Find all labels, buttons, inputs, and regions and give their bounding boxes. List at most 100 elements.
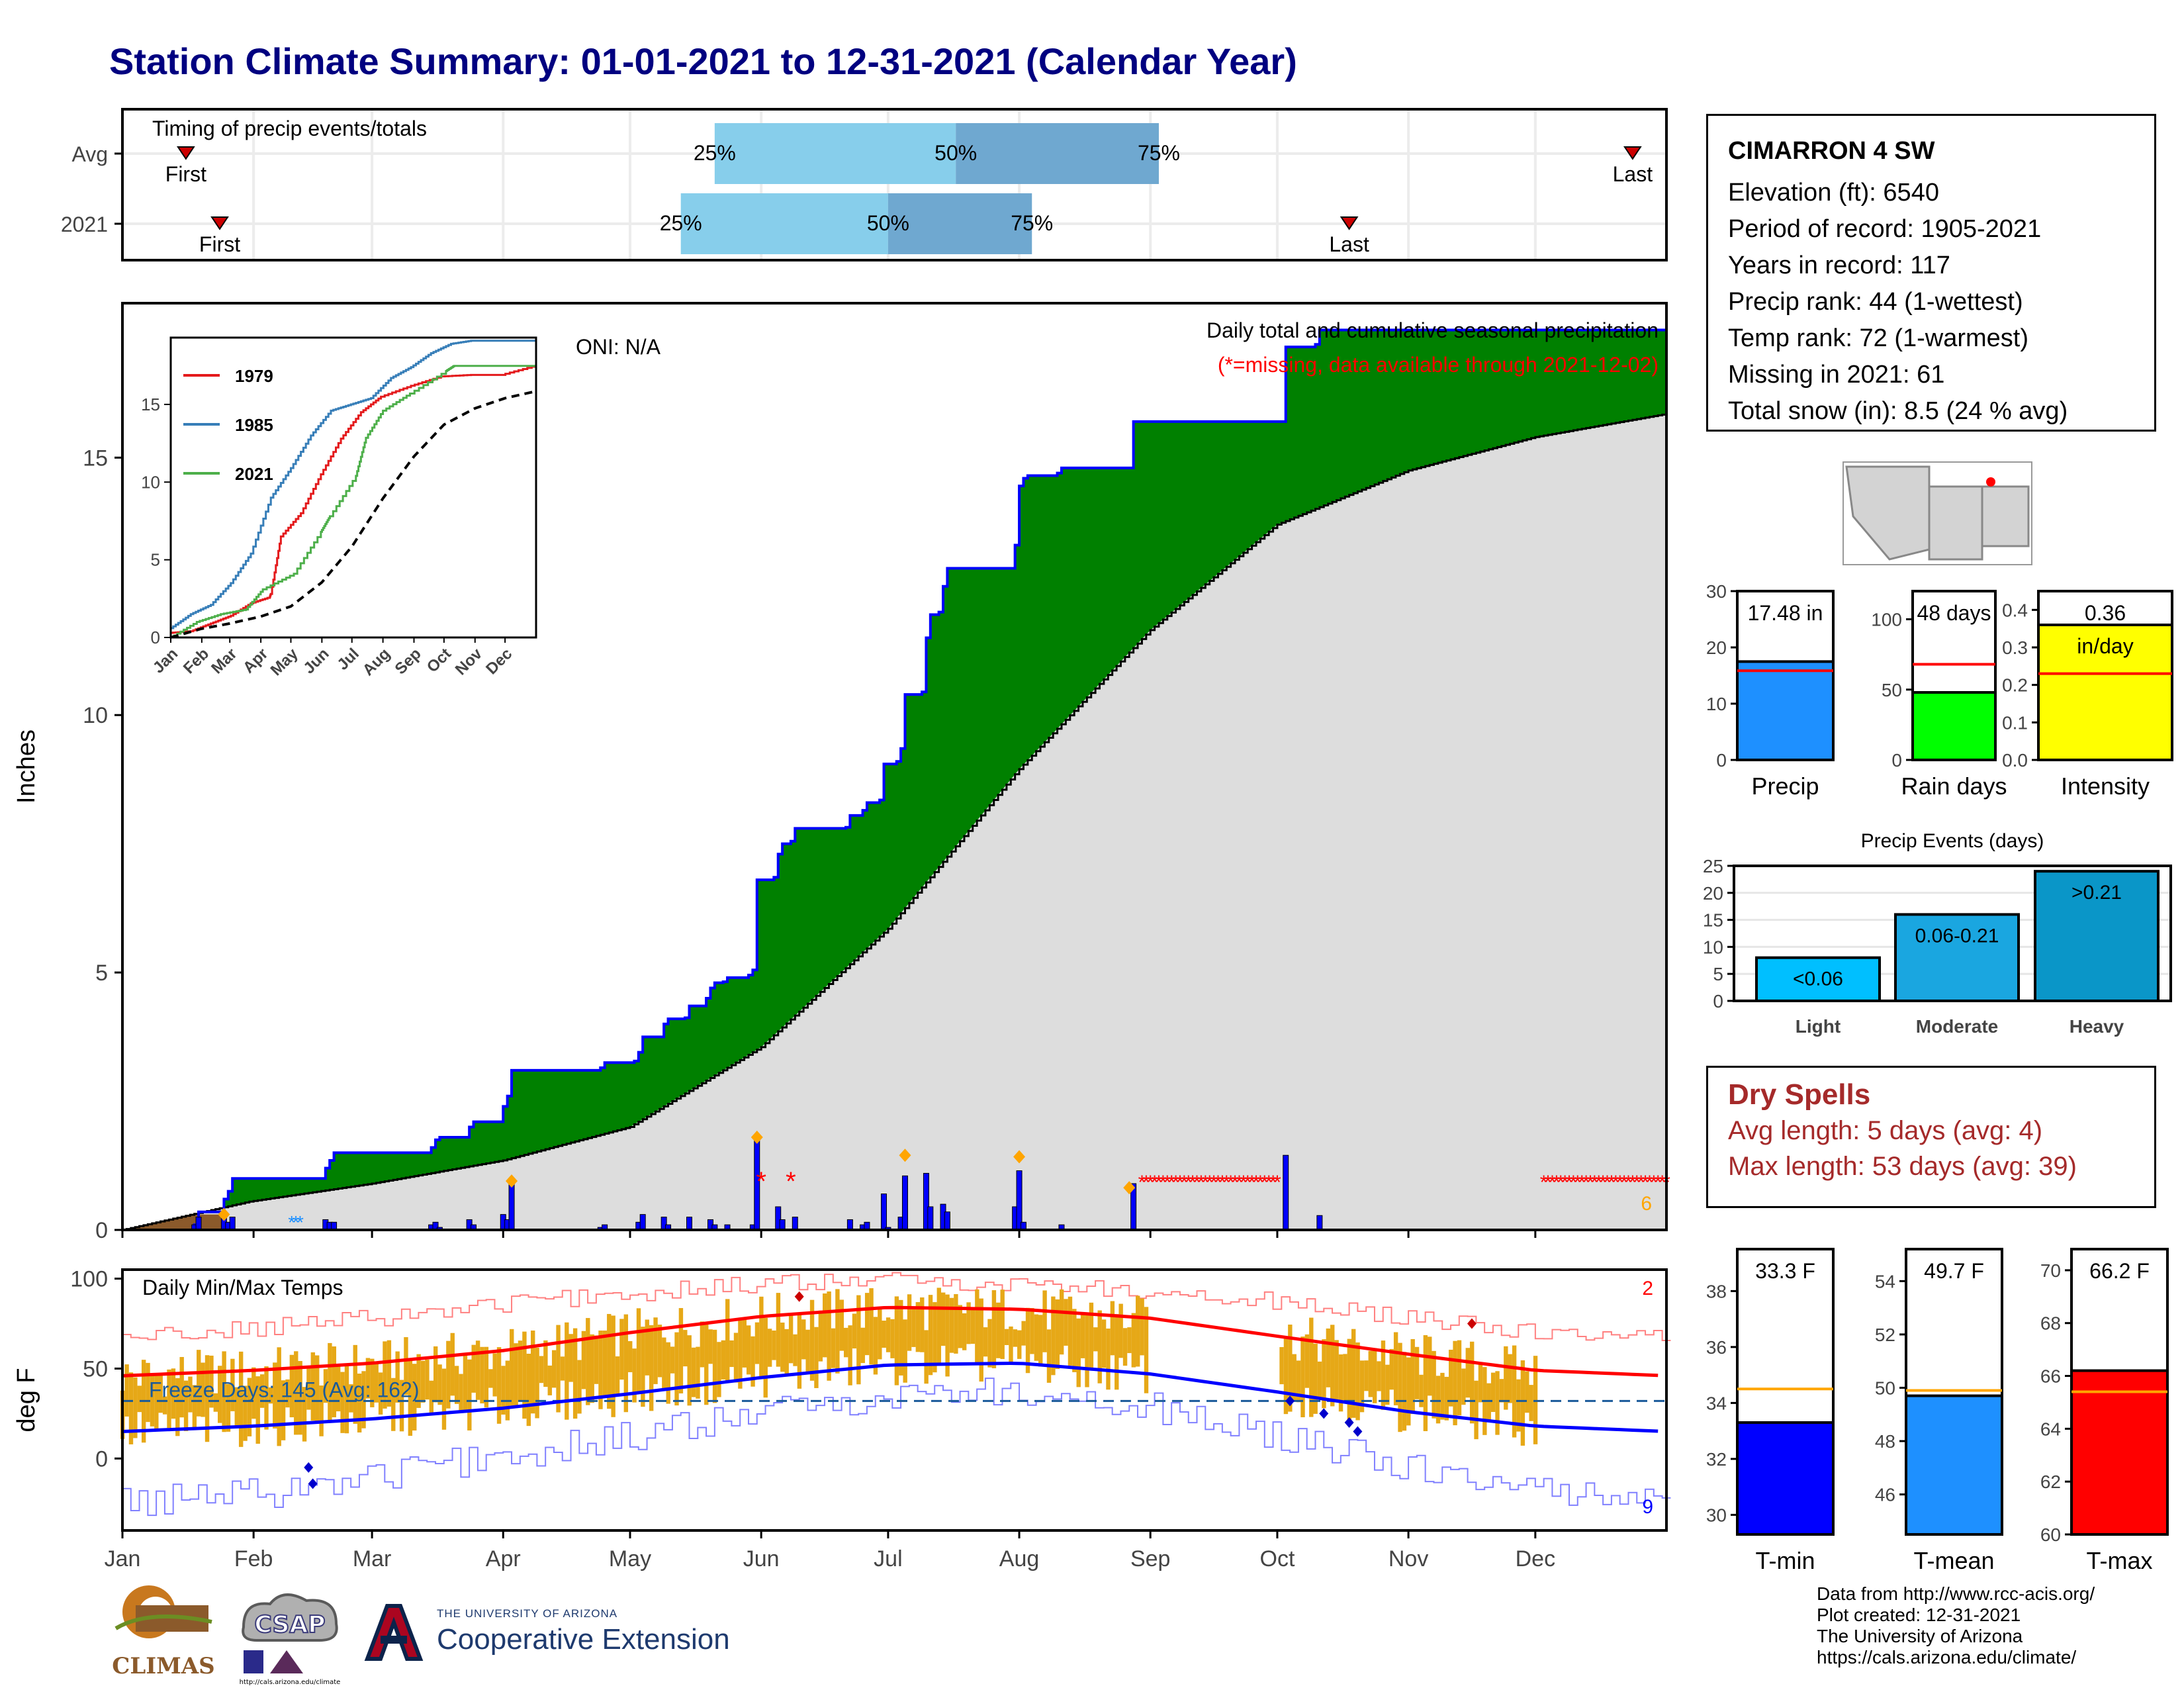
daily-temp-bar — [615, 1356, 620, 1394]
missing-run-marker: * — [1176, 1172, 1184, 1194]
events-y-tick-label: 20 — [1703, 883, 1723, 904]
daily-temp-bar — [687, 1335, 692, 1406]
missing-run-marker: * — [1201, 1172, 1209, 1194]
daily-temp-bar — [958, 1305, 962, 1348]
missing-run-marker: * — [1227, 1172, 1235, 1194]
climas-logo[interactable]: CLIMAS — [109, 1582, 218, 1681]
daily-temp-bar — [746, 1325, 751, 1375]
csap-logo[interactable]: CSAP http://cals.arizona.edu/climate — [230, 1587, 349, 1687]
climas-logo-text: CLIMAS — [112, 1653, 214, 1679]
daily-temp-bar — [1495, 1371, 1500, 1435]
precip-daily-bar — [1283, 1154, 1289, 1231]
daily-temp-bar — [492, 1353, 497, 1397]
daily-temp-bar — [657, 1325, 662, 1378]
daily-temp-bar — [399, 1380, 404, 1432]
avg-max-line — [122, 1305, 1659, 1378]
record-low-marker — [1344, 1417, 1354, 1428]
timing-marker — [1623, 146, 1642, 160]
daily-temp-bar — [1072, 1309, 1077, 1372]
precip-daily-bar — [686, 1217, 692, 1231]
inset-series-line — [170, 390, 537, 639]
precip_total-category-label: Precip — [1751, 773, 1819, 800]
temps-panel-border — [121, 1268, 1668, 1532]
missing-run-marker: * — [1549, 1172, 1557, 1194]
daily-temp-bar — [1085, 1314, 1089, 1387]
daily-temp-bar — [1338, 1354, 1343, 1412]
daily-temp-bar — [484, 1346, 489, 1408]
daily-temp-bar — [572, 1328, 578, 1419]
daily-temp-bar — [899, 1299, 903, 1376]
daily-temp-bar — [298, 1361, 302, 1435]
daily-temp-bar — [1300, 1336, 1305, 1417]
daily-temp-bar — [1288, 1325, 1293, 1412]
record-low-count: 9 — [1642, 1496, 1653, 1518]
daily-temp-bar — [979, 1298, 983, 1382]
daily-temp-bar — [1097, 1310, 1102, 1383]
daily-temp-bar — [408, 1358, 413, 1436]
events-y-tick-label: 5 — [1713, 964, 1723, 984]
month-label: Jan — [105, 1546, 141, 1571]
missing-run-marker: * — [1625, 1172, 1633, 1194]
daily-temp-bar — [1508, 1354, 1512, 1403]
precip-subtitle: (*=missing, data available through 2021-… — [1218, 353, 1659, 377]
daily-temp-bar — [192, 1385, 197, 1430]
daily-temp-bar — [864, 1293, 870, 1356]
missing-run-marker: * — [1257, 1172, 1265, 1194]
daily-temp-bar — [987, 1319, 992, 1368]
daily-temp-bar — [556, 1325, 561, 1413]
missing-run-marker: * — [1659, 1172, 1666, 1194]
daily-temp-bar — [767, 1329, 772, 1367]
daily-temp-bar — [903, 1319, 907, 1383]
daily-temp-bar — [374, 1362, 379, 1403]
daily-temp-bar — [674, 1332, 679, 1406]
station-line: Temp rank: 72 (1-warmest) — [1728, 324, 2029, 352]
daily-temp-bar — [590, 1334, 594, 1403]
daily-temp-bar — [404, 1336, 408, 1395]
tmean-y-tick-label: 50 — [1875, 1378, 1895, 1398]
daily-temp-bar — [962, 1313, 967, 1350]
temps-chart: Daily Min/Max Temps Freeze Days: 145 (Avg… — [13, 1267, 1671, 1571]
daily-temp-bar — [146, 1362, 150, 1423]
daily-temp-bar — [1330, 1325, 1335, 1407]
daily-temp-bar — [1042, 1290, 1047, 1352]
daily-temp-bar — [1055, 1299, 1060, 1370]
daily-temp-bar — [201, 1362, 205, 1417]
daily-temp-bar — [543, 1340, 548, 1387]
daily-temp-bar — [302, 1387, 307, 1442]
daily-temp-bar — [721, 1340, 726, 1380]
daily-temp-bar — [281, 1380, 286, 1440]
daily-temp-bar — [763, 1317, 768, 1398]
inset-y-tick-label: 0 — [151, 628, 160, 647]
precip-title: Daily total and cumulative seasonal prec… — [1206, 318, 1659, 342]
timing-panel-border — [121, 108, 1668, 261]
station-location-dot — [1986, 477, 1995, 487]
daily-temp-bar — [1490, 1372, 1496, 1413]
precip-panel-border — [121, 302, 1668, 1231]
daily-temp-bar — [471, 1344, 476, 1393]
missing-run-marker: * — [1650, 1172, 1658, 1194]
daily-temp-bar — [1414, 1346, 1420, 1399]
credit-line: Plot created: 12-31-2021 — [1817, 1605, 2021, 1625]
daily-temp-bar — [936, 1288, 942, 1364]
timing-bar-25-50 — [714, 123, 956, 184]
ua-logo[interactable] — [361, 1599, 427, 1665]
timing-marker — [1340, 216, 1359, 230]
inset-legend-label: 1985 — [235, 415, 273, 435]
csap-url: http://cals.arizona.edu/climate — [240, 1679, 341, 1686]
precip-y-tick-label: 0 — [95, 1218, 108, 1243]
daily-temp-bar — [1000, 1289, 1005, 1360]
daily-temp-bar — [814, 1327, 819, 1388]
station-line: Years in record: 117 — [1728, 252, 1950, 279]
daily-temp-bar — [975, 1289, 979, 1365]
tmin-y-tick-label: 34 — [1706, 1393, 1727, 1413]
missing-marker: * — [786, 1167, 796, 1196]
record-high-count: 2 — [1642, 1278, 1653, 1299]
month-label: Mar — [353, 1546, 392, 1571]
timing-chart: Avg 2021 25% 50% 75% First Last 25% 50% 75% First L… — [61, 108, 1668, 261]
daily-temp-bar — [547, 1365, 552, 1395]
daily-temp-bar — [708, 1329, 713, 1364]
daily-temp-bar — [738, 1317, 743, 1389]
daily-temp-bar — [915, 1302, 921, 1352]
daily-temp-bar — [370, 1358, 375, 1407]
daily-temp-bar — [873, 1317, 878, 1375]
